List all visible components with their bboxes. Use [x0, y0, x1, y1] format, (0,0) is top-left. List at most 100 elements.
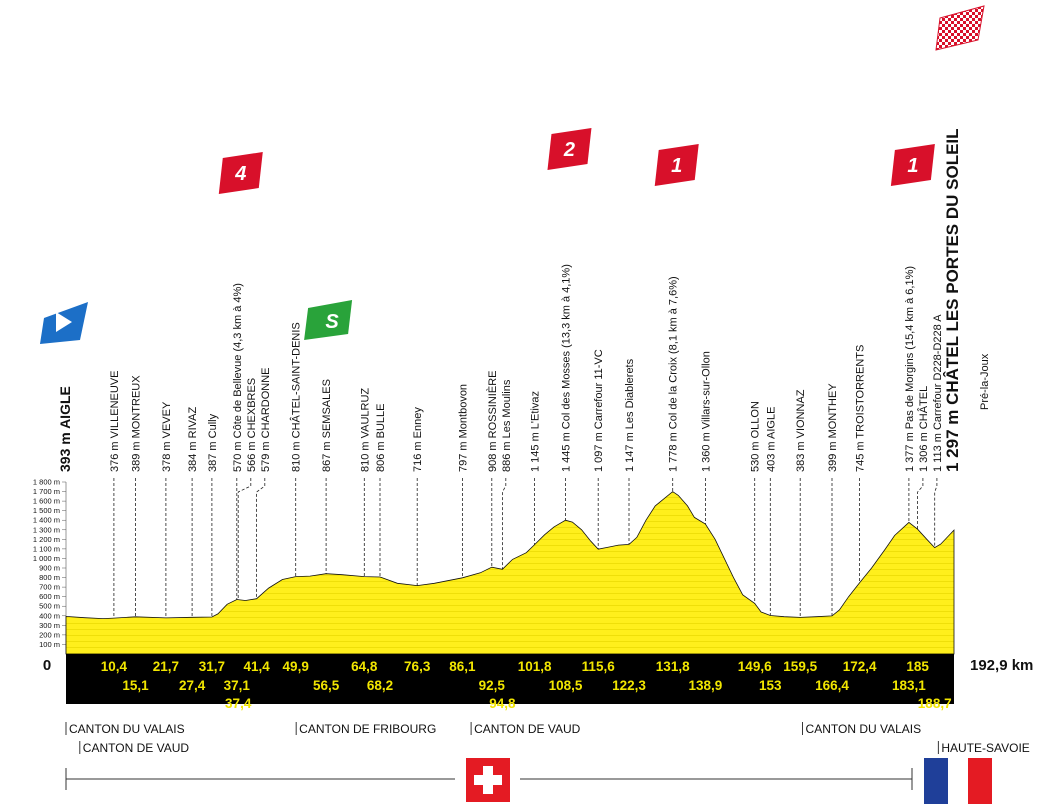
sprint-badge: [304, 300, 353, 340]
km-label: 68,2: [367, 678, 393, 693]
waypoint-label: Pré-la-Joux: [979, 353, 991, 410]
waypoint-label: 579 m CHARDONNE: [260, 367, 272, 472]
start-label: 393 m AIGLE: [57, 386, 73, 472]
y-tick-label: 300 m: [39, 621, 60, 630]
waypoint-label: 1 097 m Carrefour 11-VC: [593, 349, 605, 472]
km-label: 138,9: [689, 678, 723, 693]
km-label: 172,4: [843, 659, 877, 674]
km-label: 131,8: [656, 659, 690, 674]
start-flag-icon: [40, 302, 88, 344]
waypoint-label: 383 m VIONNAZ: [795, 389, 807, 472]
y-tick-label: 800 m: [39, 573, 60, 582]
waypoint-label: 376 m VILLENEUVE: [109, 371, 121, 473]
waypoint-label: 403 m AIGLE: [765, 407, 777, 472]
climb-category-number: 1: [671, 155, 682, 177]
total-distance-label: 192,9 km: [970, 657, 1033, 674]
climb-category-badge: [890, 144, 935, 186]
waypoint-label: 384 m RIVAZ: [187, 407, 199, 472]
y-tick-label: 400 m: [39, 611, 60, 620]
y-tick-label: 1 000 m: [33, 554, 60, 563]
y-tick-label: 700 m: [39, 583, 60, 592]
km-label: 10,4: [101, 659, 128, 674]
y-tick-label: 1 500 m: [33, 506, 60, 515]
climb-category-icon: 1: [890, 144, 935, 186]
swiss-flag-icon: [466, 758, 510, 802]
km-label: 183,1: [892, 678, 926, 693]
distance-bar: [66, 654, 954, 704]
region-name: CANTON DE VAUD: [83, 741, 190, 755]
region-label: CANTON DE VAUD: [470, 722, 581, 736]
waypoint-label: 530 m OLLON: [750, 401, 762, 472]
waypoint-label: 797 m Montbovon: [457, 384, 469, 472]
waypoint-label: 1 147 m Les Diablerets: [624, 358, 636, 472]
km-label: 64,8: [351, 659, 378, 674]
waypoint-label: 886 m Les Moulins: [501, 379, 513, 472]
waypoint-label: 389 m MONTREUX: [131, 375, 143, 472]
km-label: 37,1: [224, 678, 251, 693]
region-name: CANTON DE VAUD: [474, 722, 581, 736]
km-label: 115,6: [582, 659, 616, 674]
region-label: CANTON DE VAUD: [79, 741, 190, 755]
finish-flag-icon: [935, 5, 985, 51]
km-label: 37,4: [225, 696, 252, 711]
waypoint-label: 1 360 m Villars-sur-Ollon: [700, 351, 712, 472]
waypoint-label: 566 m CHEXBRES: [246, 378, 258, 472]
elevation-profile-area: [65, 491, 955, 655]
km-labels: 10,4 15,1 21,727,4 31,7 37,1 37,4 41,4 49,9 56,5…: [101, 659, 952, 711]
waypoint-label: 745 m TROISTORRENTS: [855, 345, 867, 472]
km-label: 76,3: [404, 659, 431, 674]
region-label: CANTON DE FRIBOURG: [295, 722, 436, 736]
km-label: 31,7: [199, 659, 225, 674]
waypoint-label: 1 445 m Col des Mosses (13,3 km à 4,1%): [561, 264, 573, 472]
climb-category-icon: 4: [218, 152, 263, 194]
km-label: 94,8: [489, 696, 516, 711]
climb-category-number: 1: [907, 155, 918, 177]
french-flag-icon: [924, 758, 992, 804]
climb-category-icon: 2: [547, 128, 592, 170]
region-name: CANTON DU VALAIS: [69, 722, 185, 736]
waypoint-label: 867 m SEMSALES: [321, 379, 333, 472]
km-label: 159,5: [783, 659, 817, 674]
km-label: 56,5: [313, 678, 340, 693]
waypoint-label: 810 m VAULRUZ: [359, 388, 371, 472]
y-tick-label: 1 800 m: [33, 478, 60, 487]
y-tick-label: 200 m: [39, 630, 60, 639]
waypoint-label: 570 m Côte de Bellevue (4,3 km à 4%): [232, 283, 244, 472]
waypoint-label: 1 306 m CHÂTEL: [917, 386, 930, 472]
climb-category-badge: [547, 128, 592, 170]
y-tick-label: 1 300 m: [33, 525, 60, 534]
km-label: 122,3: [612, 678, 646, 693]
km-label: 27,4: [179, 678, 206, 693]
climb-category-number: 2: [563, 139, 575, 161]
waypoint-label: 1 377 m Pas de Morgins (15,4 km à 6,1%): [904, 266, 916, 472]
waypoint-label: 399 m MONTHEY: [827, 383, 839, 472]
waypoint-label: 810 m CHÂTEL-SAINT-DENIS: [290, 322, 303, 472]
waypoint-label: 716 m Enney: [412, 407, 424, 472]
waypoint-drop-line: [237, 478, 252, 654]
finish-label: 1 297 m CHÂTEL LES PORTES DU SOLEIL: [943, 128, 962, 472]
waypoint-labels: 393 m AIGLE 376 m VILLENEUVE 389 m MONTREU…: [57, 128, 991, 472]
sprint-letter: S: [325, 311, 339, 333]
y-tick-label: 900 m: [39, 564, 60, 573]
y-tick-label: 100 m: [39, 640, 60, 649]
region-name: HAUTE-SAVOIE: [941, 741, 1029, 755]
region-label: CANTON DU VALAIS: [802, 722, 922, 736]
waypoint-label: 387 m Cully: [207, 413, 219, 472]
climb-category-badge: [654, 144, 699, 186]
climb-category-icon: 1: [654, 144, 699, 186]
km-label: 149,6: [738, 659, 772, 674]
waypoint-label: 1 113 m Carrefour D228-D228 A: [932, 314, 944, 472]
waypoint-label: 1 778 m Col de la Croix (8,1 km à 7,6%): [668, 276, 680, 472]
climb-category-badge: [218, 152, 263, 194]
y-tick-label: 500 m: [39, 602, 60, 611]
km-label: 21,7: [153, 659, 179, 674]
km-label: 49,9: [283, 659, 309, 674]
waypoint-label: 378 m VEVEY: [161, 401, 173, 472]
y-tick-label: 1 600 m: [33, 497, 60, 506]
climb-markers: 4 2 1 1: [218, 128, 935, 194]
region-name: CANTON DU VALAIS: [806, 722, 922, 736]
km-label: 185: [906, 659, 929, 674]
y-tick-label: 1 200 m: [33, 535, 60, 544]
km-label: 101,8: [518, 659, 552, 674]
